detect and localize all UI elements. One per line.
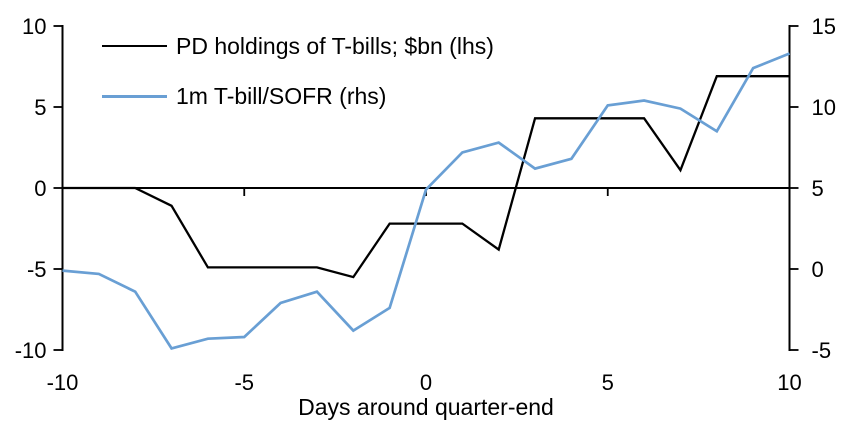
x-tick-label: -5 <box>234 370 254 395</box>
y-left-tick-label: -5 <box>27 257 47 282</box>
y-right-tick-label: -5 <box>812 338 832 363</box>
x-tick-label: 0 <box>420 370 432 395</box>
legend-item-pd-holdings: PD holdings of T-bills; $bn (lhs) <box>102 32 494 60</box>
y-right-tick-label: 15 <box>812 14 836 39</box>
series-pd-holdings-line <box>62 75 790 279</box>
x-tick-label: 5 <box>602 370 614 395</box>
x-tick-label: -10 <box>47 370 79 395</box>
y-left-tick-label: 5 <box>34 95 46 120</box>
y-left-tick-label: -10 <box>15 338 47 363</box>
legend-label-pd-holdings: PD holdings of T-bills; $bn (lhs) <box>176 32 494 59</box>
y-right-tick-label: 5 <box>812 176 824 201</box>
y-right-tick-label: 10 <box>812 95 836 120</box>
x-axis-title: Days around quarter-end <box>298 394 554 420</box>
legend-label-tbill-sofr: 1m T-bill/SOFR (rhs) <box>176 82 387 109</box>
legend: PD holdings of T-bills; $bn (lhs) 1m T-b… <box>102 32 494 110</box>
y-left-tick-label: 10 <box>22 14 46 39</box>
blue-line-swatch <box>102 94 167 98</box>
legend-item-tbill-sofr: 1m T-bill/SOFR (rhs) <box>102 82 494 110</box>
black-line-swatch <box>102 44 167 48</box>
y-left-tick-label: 0 <box>34 176 46 201</box>
series-tbill-sofr-line <box>62 52 791 350</box>
x-tick-label: 10 <box>777 370 801 395</box>
y-right-tick-label: 0 <box>812 257 824 282</box>
